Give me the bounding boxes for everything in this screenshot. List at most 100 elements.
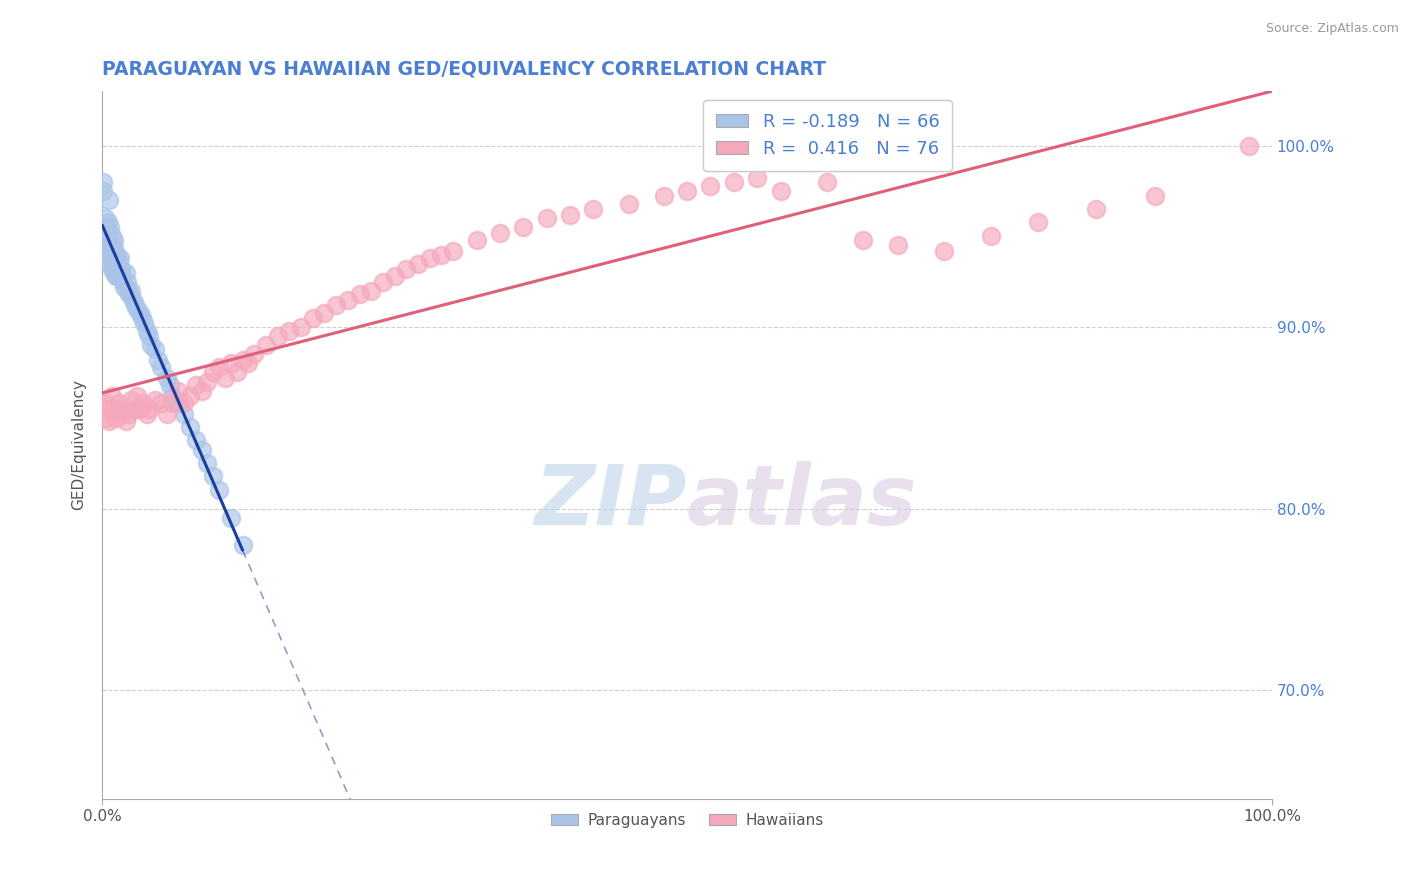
Point xyxy=(179,389,201,403)
Point xyxy=(202,366,225,380)
Point xyxy=(290,320,312,334)
Point xyxy=(143,342,166,356)
Point xyxy=(225,366,247,380)
Point xyxy=(202,469,225,483)
Point xyxy=(98,414,121,428)
Point xyxy=(419,251,441,265)
Point xyxy=(336,293,359,307)
Point xyxy=(94,233,117,247)
Point xyxy=(886,238,908,252)
Point xyxy=(489,226,512,240)
Point xyxy=(115,275,138,289)
Point xyxy=(652,189,675,203)
Point xyxy=(360,284,382,298)
Point xyxy=(105,269,128,284)
Point xyxy=(103,401,125,416)
Point xyxy=(93,175,115,189)
Point xyxy=(120,392,142,407)
Point xyxy=(232,538,254,552)
Point xyxy=(96,226,118,240)
Point xyxy=(1085,202,1108,217)
Point xyxy=(208,483,231,498)
Point xyxy=(124,298,146,312)
Text: Source: ZipAtlas.com: Source: ZipAtlas.com xyxy=(1265,22,1399,36)
Text: atlas: atlas xyxy=(688,461,918,542)
Point xyxy=(162,389,184,403)
Point xyxy=(190,443,212,458)
Point xyxy=(128,305,150,319)
Point xyxy=(184,433,207,447)
Point xyxy=(1143,189,1166,203)
Point xyxy=(98,247,121,261)
Point xyxy=(93,396,115,410)
Point xyxy=(148,352,170,367)
Point xyxy=(107,257,129,271)
Point xyxy=(107,396,129,410)
Point xyxy=(114,266,136,280)
Point xyxy=(815,175,838,189)
Point xyxy=(100,389,122,403)
Point xyxy=(100,244,122,258)
Point xyxy=(155,407,177,421)
Point xyxy=(254,338,277,352)
Point xyxy=(184,378,207,392)
Point xyxy=(676,184,699,198)
Point xyxy=(93,184,115,198)
Point xyxy=(851,233,873,247)
Point xyxy=(128,401,150,416)
Point xyxy=(107,269,129,284)
Point xyxy=(699,178,721,193)
Point xyxy=(512,220,534,235)
Point xyxy=(111,269,134,284)
Point xyxy=(104,244,127,258)
Point xyxy=(278,324,301,338)
Point xyxy=(138,401,160,416)
Point xyxy=(179,420,201,434)
Point xyxy=(117,284,139,298)
Point xyxy=(112,275,135,289)
Point xyxy=(934,244,956,258)
Point xyxy=(301,311,323,326)
Point xyxy=(219,356,242,370)
Point xyxy=(118,287,141,301)
Point xyxy=(465,233,488,247)
Point xyxy=(98,193,121,207)
Point xyxy=(536,211,558,226)
Point xyxy=(190,384,212,398)
Point xyxy=(582,202,605,217)
Point xyxy=(103,247,125,261)
Point xyxy=(100,220,122,235)
Point xyxy=(100,229,122,244)
Point xyxy=(441,244,464,258)
Point xyxy=(94,220,117,235)
Point xyxy=(103,266,125,280)
Point xyxy=(167,384,190,398)
Point xyxy=(266,329,288,343)
Point xyxy=(149,396,172,410)
Y-axis label: GED/Equivalency: GED/Equivalency xyxy=(72,380,86,510)
Point xyxy=(97,215,120,229)
Point xyxy=(114,414,136,428)
Point xyxy=(747,171,769,186)
Point xyxy=(110,407,132,421)
Point xyxy=(93,211,115,226)
Point xyxy=(127,301,149,316)
Point xyxy=(243,347,266,361)
Point xyxy=(149,359,172,374)
Point xyxy=(1026,215,1049,229)
Point xyxy=(117,407,139,421)
Point xyxy=(173,407,195,421)
Point xyxy=(108,269,131,284)
Point xyxy=(162,396,184,410)
Point xyxy=(104,257,127,271)
Point xyxy=(406,257,429,271)
Point xyxy=(208,359,231,374)
Point xyxy=(124,401,146,416)
Point xyxy=(238,356,260,370)
Point xyxy=(105,410,128,425)
Point xyxy=(96,410,118,425)
Point xyxy=(112,401,135,416)
Point xyxy=(617,196,640,211)
Point xyxy=(97,244,120,258)
Point xyxy=(138,329,160,343)
